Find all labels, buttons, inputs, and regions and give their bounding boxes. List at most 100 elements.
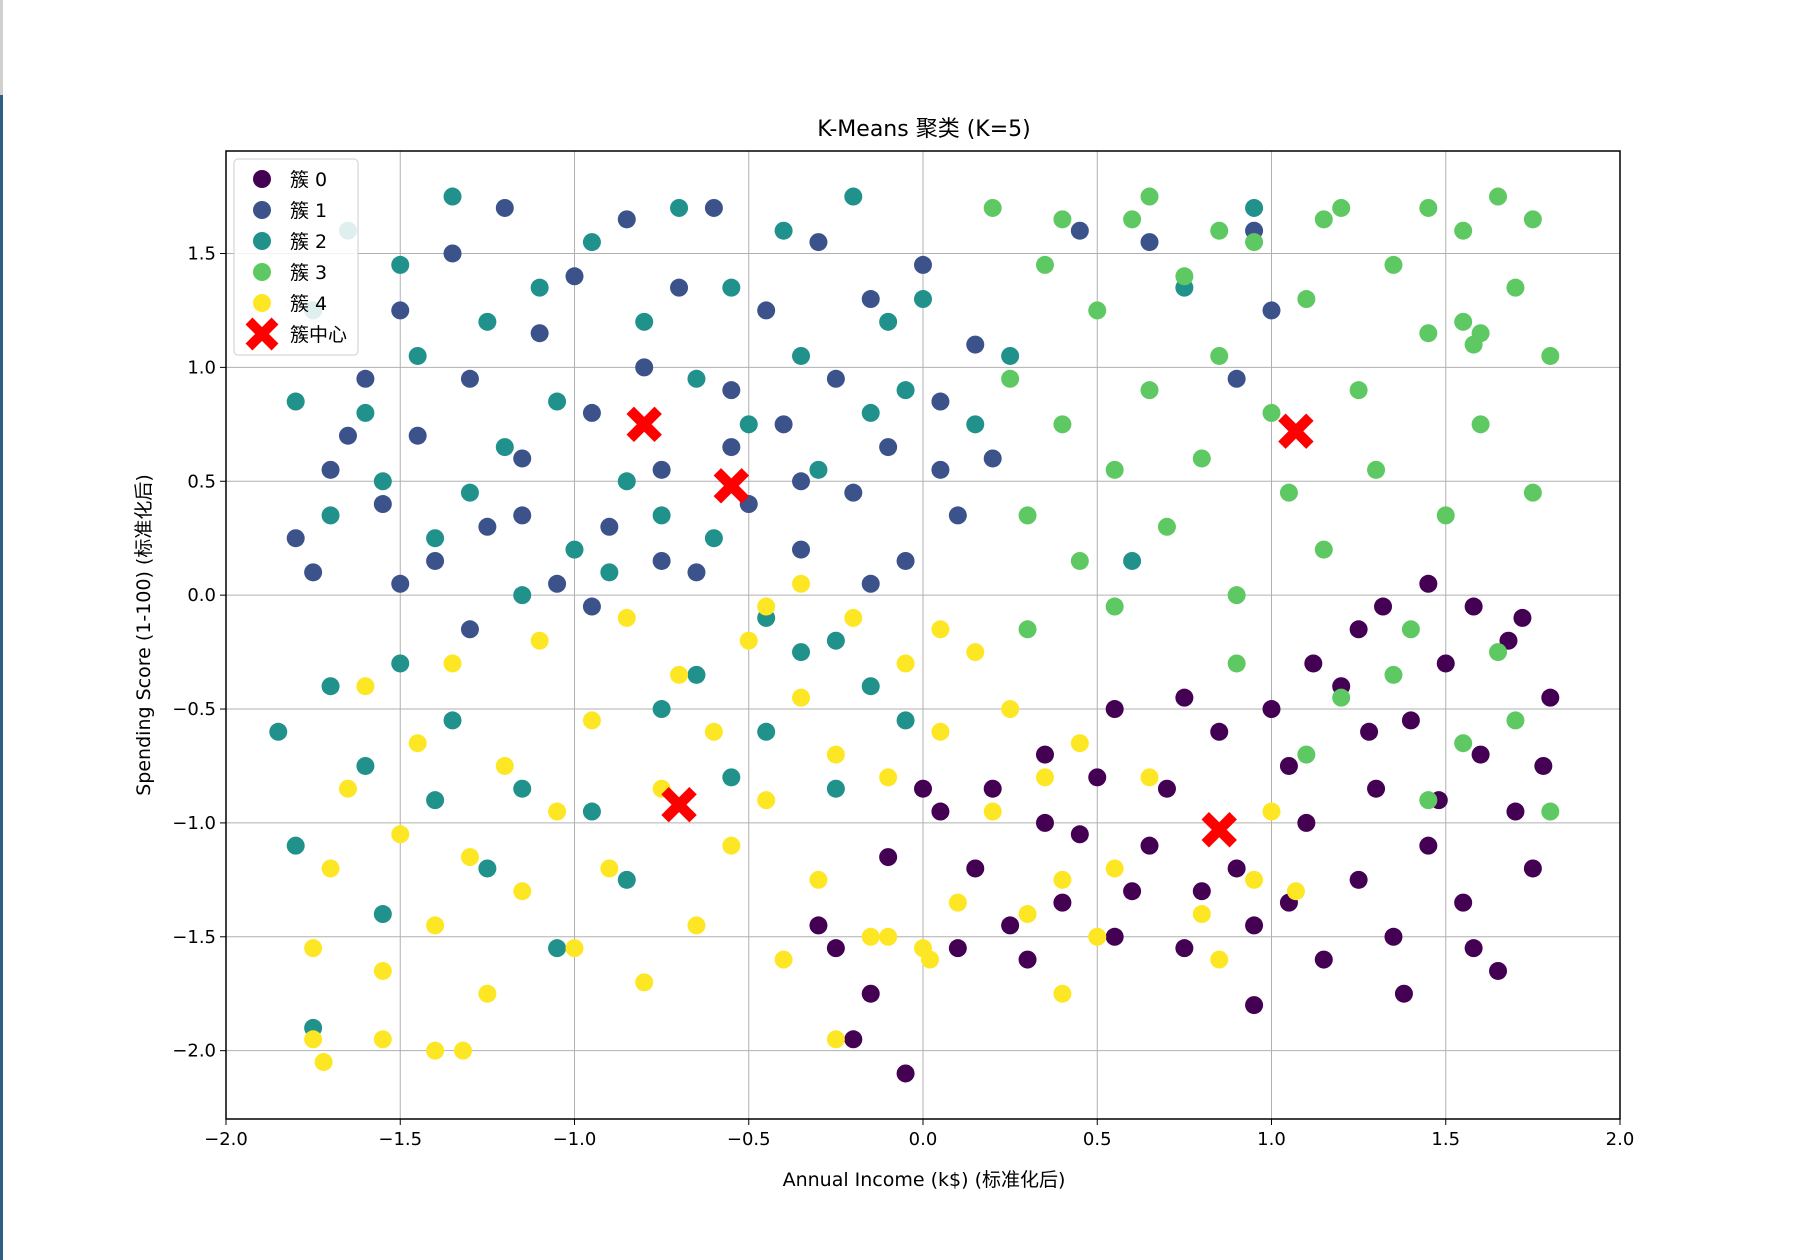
point-cluster-3 [1018,506,1037,525]
point-cluster-3 [1175,267,1194,286]
point-cluster-0 [983,779,1002,798]
point-cluster-3 [1419,791,1438,810]
point-cluster-4 [338,779,357,798]
point-cluster-2 [687,369,706,388]
point-cluster-2 [826,631,845,650]
point-cluster-1 [478,517,497,536]
point-cluster-1 [513,449,532,468]
point-cluster-1 [495,198,514,217]
point-cluster-2 [652,700,671,719]
point-cluster-0 [966,859,985,878]
legend-marker [253,201,271,219]
point-cluster-4 [931,620,950,639]
point-cluster-0 [1541,688,1560,707]
point-cluster-3 [1245,233,1264,252]
point-cluster-3 [1419,198,1438,217]
point-cluster-2 [530,278,549,297]
point-cluster-2 [321,677,340,696]
point-cluster-2 [582,802,601,821]
grid [225,151,1621,1119]
point-cluster-1 [861,574,880,593]
point-cluster-2 [635,312,654,331]
point-cluster-4 [565,939,584,958]
point-cluster-3 [1227,654,1246,673]
point-cluster-2 [809,460,828,479]
point-cluster-3 [1541,802,1560,821]
chart-title: K-Means 聚类 (K=5) [817,117,1030,142]
point-cluster-2 [408,346,427,365]
point-cluster-2 [513,586,532,605]
point-cluster-3 [1314,540,1333,559]
legend-marker [253,170,271,188]
point-cluster-2 [478,312,497,331]
point-cluster-4 [966,643,985,662]
point-cluster-1 [792,540,811,559]
legend-label: 簇 3 [290,262,327,284]
point-cluster-2 [792,643,811,662]
point-cluster-4 [460,848,479,867]
point-cluster-3 [1279,483,1298,502]
legend: 簇 0 簇 1 簇 2 簇 3 簇 4 簇中心 [233,158,359,356]
point-cluster-4 [635,973,654,992]
point-cluster-0 [1175,688,1194,707]
point-cluster-4 [495,756,514,775]
point-cluster-0 [1360,722,1379,741]
point-cluster-2 [914,290,932,309]
point-cluster-2 [443,187,462,206]
point-cluster-3 [1489,187,1508,206]
point-cluster-4 [792,688,811,707]
point-cluster-3 [1384,255,1403,274]
y-tick-label: 1.5 [187,243,216,264]
point-cluster-2 [687,665,706,684]
point-cluster-2 [966,415,985,434]
point-cluster-4 [1210,950,1229,969]
point-cluster-2 [774,221,793,240]
point-cluster-3 [1210,346,1229,365]
point-cluster-4 [826,745,845,764]
point-cluster-3 [1035,255,1054,274]
point-cluster-3 [1523,210,1542,229]
data-points [269,187,1560,1083]
point-cluster-2 [1001,346,1020,365]
point-cluster-0 [1304,654,1323,673]
point-cluster-3 [1471,415,1490,434]
point-cluster-4 [321,859,340,878]
point-cluster-4 [1140,768,1159,787]
point-cluster-3 [1210,221,1229,240]
point-cluster-2 [617,870,636,889]
point-cluster-0 [1374,597,1393,616]
point-cluster-3 [1140,381,1159,400]
point-cluster-4 [1035,768,1054,787]
point-cluster-2 [426,529,445,548]
point-cluster-1 [652,460,671,479]
point-cluster-0 [1297,813,1316,832]
point-cluster-2 [460,483,479,502]
point-cluster-3 [1332,688,1351,707]
point-cluster-2 [548,939,567,958]
point-cluster-2 [861,403,880,422]
point-cluster-1 [460,620,479,639]
cluster-center-marker [713,468,750,504]
point-cluster-4 [879,768,898,787]
legend-label: 簇 1 [290,200,327,222]
point-cluster-1 [948,506,967,525]
point-cluster-3 [1523,483,1542,502]
point-cluster-4 [304,939,323,958]
point-cluster-2 [391,255,410,274]
point-cluster-4 [948,893,967,912]
point-cluster-0 [1210,722,1229,741]
point-cluster-4 [704,722,723,741]
point-cluster-4 [687,916,706,935]
x-tick-label: 1.0 [1257,1129,1286,1150]
point-cluster-3 [1367,460,1386,479]
point-cluster-0 [1140,836,1159,855]
legend-center-marker [245,317,279,351]
point-cluster-1 [757,301,776,320]
point-cluster-1 [426,551,445,570]
point-cluster-2 [321,506,340,525]
point-cluster-0 [1035,813,1054,832]
point-cluster-4 [617,608,636,627]
x-tick-label: −0.5 [727,1129,771,1150]
point-cluster-3 [1297,290,1316,309]
point-cluster-0 [1506,802,1525,821]
